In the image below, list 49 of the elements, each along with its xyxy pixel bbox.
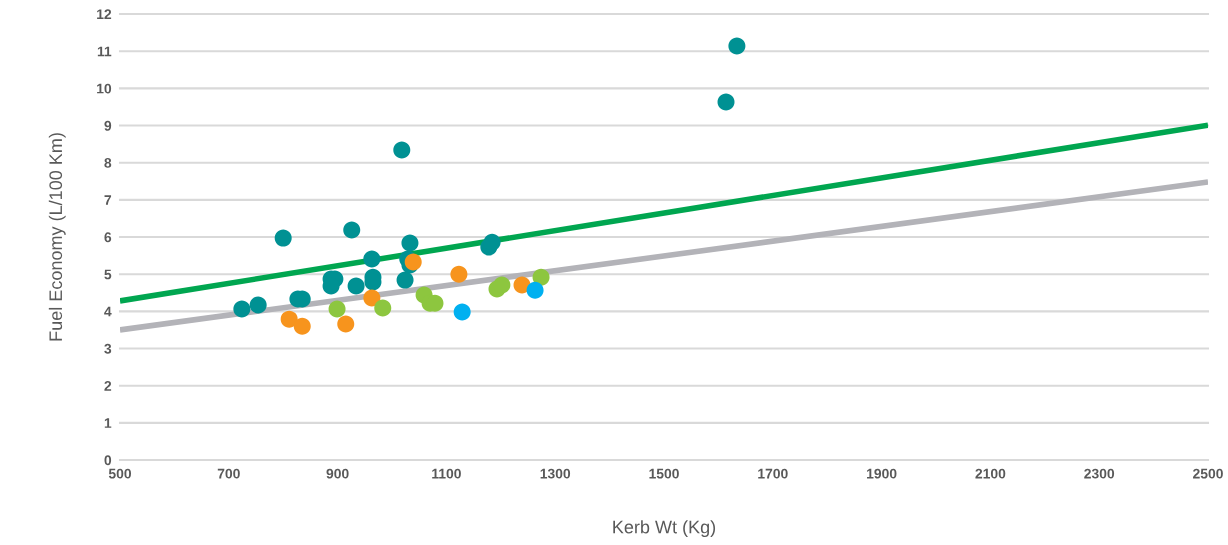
y-tick-label: 2 xyxy=(104,381,112,391)
point xyxy=(483,233,501,251)
x-tick-label: 700 xyxy=(217,468,240,479)
point xyxy=(343,221,361,239)
y-tick-label: 3 xyxy=(104,343,112,354)
y-tick-label: 1 xyxy=(104,418,112,428)
point xyxy=(393,141,411,159)
point xyxy=(728,37,746,55)
y-tick-label: 12 xyxy=(97,9,112,20)
x-tick-label: 1700 xyxy=(758,468,788,479)
y-tick-label: 0 xyxy=(104,455,112,466)
x-tick-label: 2300 xyxy=(1084,468,1115,479)
x-tick-label: 1500 xyxy=(649,468,679,479)
x-tick-label: 2500 xyxy=(1193,468,1223,479)
point xyxy=(249,296,267,314)
point xyxy=(401,234,419,252)
point xyxy=(717,93,735,111)
y-tick-label: 6 xyxy=(104,232,112,243)
x-tick-label: 1900 xyxy=(867,468,897,479)
y-tick-label: 7 xyxy=(104,195,112,205)
x-axis-title: Kerb Wt (Kg) xyxy=(613,520,716,537)
y-tick-label: 9 xyxy=(104,120,112,131)
y-axis-title: Fuel Economy (L/100 Km) xyxy=(48,133,66,341)
y-tick-label: 4 xyxy=(104,306,112,317)
x-tick-label: 2100 xyxy=(975,468,1006,479)
point xyxy=(493,276,511,294)
point xyxy=(453,303,471,321)
point xyxy=(532,268,550,286)
x-tick-label: 500 xyxy=(108,468,132,479)
y-tick-label: 11 xyxy=(97,46,112,57)
point xyxy=(450,265,468,283)
point xyxy=(363,250,381,268)
point xyxy=(374,299,392,317)
point xyxy=(337,315,355,333)
y-tick-label: 5 xyxy=(104,269,112,280)
x-tick-label: 1100 xyxy=(432,468,461,479)
point xyxy=(363,289,381,307)
point xyxy=(280,310,298,328)
point xyxy=(233,300,251,318)
x-tick-label: 900 xyxy=(326,468,349,479)
point xyxy=(293,317,311,335)
point xyxy=(396,271,414,289)
x-tick-label: 1300 xyxy=(540,468,571,479)
y-tick-label: 10 xyxy=(97,83,112,94)
y-tick-label: 8 xyxy=(104,158,112,168)
point xyxy=(328,300,346,318)
point xyxy=(347,277,365,295)
point xyxy=(526,281,544,299)
point xyxy=(274,229,292,247)
